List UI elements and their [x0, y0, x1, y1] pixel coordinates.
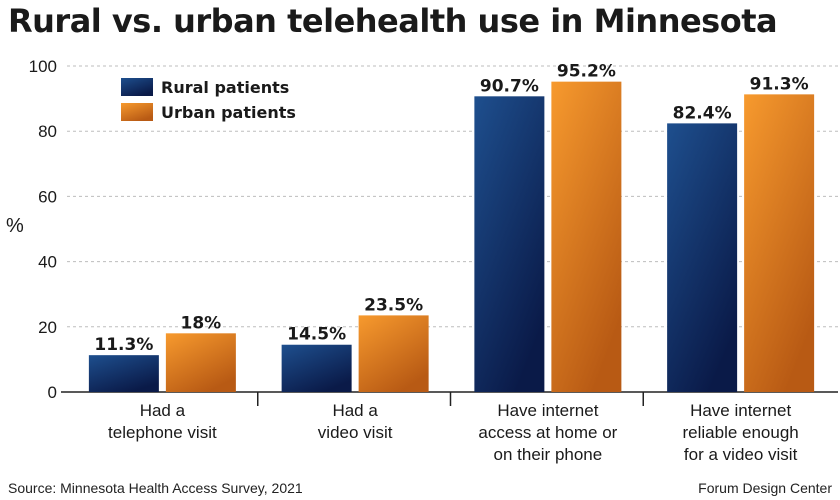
x-tick-label: Had a telephone visit	[108, 401, 217, 442]
data-label: 91.3%	[750, 74, 809, 94]
y-axis-label: %	[6, 215, 24, 237]
x-tick-label-line: telephone visit	[108, 423, 217, 442]
data-label: 11.3%	[94, 335, 153, 355]
bars	[88, 81, 815, 393]
legend: Rural patients Urban patients	[121, 78, 296, 122]
bar-rural	[88, 355, 159, 392]
y-tick-label: 80	[38, 122, 57, 141]
data-label: 14.5%	[287, 325, 346, 345]
chart-title: Rural vs. urban telehealth use in Minnes…	[8, 2, 778, 40]
bar-rural	[667, 123, 738, 392]
bar-urban	[551, 81, 622, 392]
y-tick-label: 100	[29, 57, 57, 76]
y-tick-label: 40	[38, 253, 57, 272]
y-tick-label: 20	[38, 318, 57, 337]
x-tick-label: Have internet access at home or on their p…	[478, 401, 617, 464]
data-label: 95.2%	[557, 62, 616, 82]
bar-urban	[744, 94, 815, 392]
legend-swatch	[121, 78, 153, 96]
x-tick-label-line: on their phone	[494, 445, 603, 464]
credit-note: Forum Design Center	[698, 480, 832, 496]
source-note: Source: Minnesota Health Access Survey, …	[8, 480, 303, 496]
bar-rural	[281, 344, 352, 392]
x-tick-label-line: Have internet	[497, 401, 598, 420]
data-label: 18%	[181, 313, 222, 333]
x-tick-label-line: access at home or	[478, 423, 617, 442]
y-tick-label: 0	[48, 383, 57, 402]
x-tick-label-line: Had a	[140, 401, 186, 420]
x-tick-label: Had a video visit	[318, 401, 393, 442]
data-label: 82.4%	[673, 103, 732, 123]
y-tick-label: 60	[38, 187, 57, 206]
legend-swatch	[121, 103, 153, 121]
x-tick-label-line: reliable enough	[682, 423, 798, 442]
data-label: 90.7%	[480, 76, 539, 96]
labels: 11.3% 18% 14.5% 23.5% 90.7% 95.2% 82.4% 91.3%	[94, 62, 808, 356]
legend-label: Urban patients	[161, 103, 296, 122]
x-tick-label-line: Have internet	[690, 401, 791, 420]
x-tick-label-line: Had a	[332, 401, 378, 420]
bar-urban	[165, 333, 236, 392]
bar-urban	[358, 315, 429, 392]
x-tick-label-line: for a video visit	[684, 445, 798, 464]
axes: 0 20 40 60 80 100% Had a telephone visit Had a vi…	[6, 57, 838, 464]
data-label: 23.5%	[364, 295, 423, 315]
x-tick-label: Have internet reliable enough for a video …	[682, 401, 798, 464]
legend-label: Rural patients	[161, 78, 289, 97]
bar-rural	[474, 96, 545, 393]
x-tick-label-line: video visit	[318, 423, 393, 442]
